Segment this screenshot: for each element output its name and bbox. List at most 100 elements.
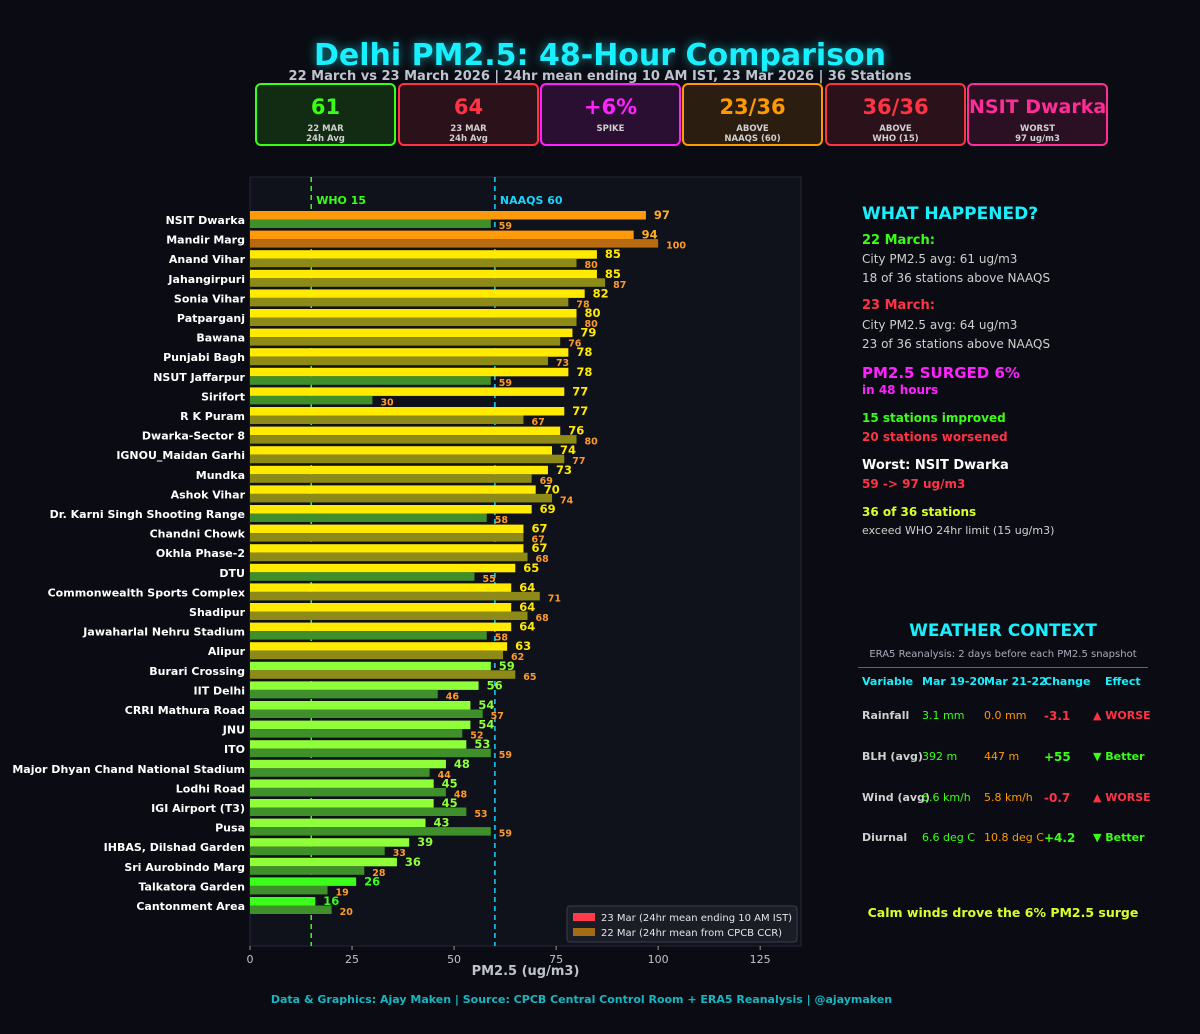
bar-23mar xyxy=(250,681,479,690)
value-label-22mar: 59 xyxy=(499,378,512,389)
station-label: Major Dhyan Chand National Stadium xyxy=(12,763,245,776)
value-label-22mar: 52 xyxy=(470,731,483,742)
station-label: NSIT Dwarka xyxy=(166,214,245,227)
bar-23mar xyxy=(250,426,561,436)
value-label-22mar: 67 xyxy=(531,535,544,546)
station-label: Lodhi Road xyxy=(176,782,245,795)
value-label-22mar: 53 xyxy=(474,809,487,820)
value-label-22mar: 80 xyxy=(585,437,599,448)
bar-22mar xyxy=(250,866,365,875)
bar-23mar xyxy=(250,583,512,592)
kpi-label: 23 MAR xyxy=(450,124,487,134)
value-label-22mar: 20 xyxy=(340,907,354,918)
bar-22mar xyxy=(250,533,524,542)
station-label: Talkatora Garden xyxy=(138,880,245,893)
value-label-23mar: 85 xyxy=(605,247,621,261)
bar-23mar xyxy=(250,857,397,867)
kpi-22mar-avg: 61 22 MAR 24h Avg xyxy=(255,83,396,146)
bar-22mar xyxy=(250,376,491,385)
value-label-22mar: 44 xyxy=(438,770,452,781)
station-label: IIT Delhi xyxy=(194,684,245,697)
value-label-23mar: 63 xyxy=(515,639,531,653)
station-label: Mundka xyxy=(196,469,245,482)
value-label-22mar: 69 xyxy=(540,476,553,487)
kpi-value: 23/36 xyxy=(719,95,786,119)
weather-effect: ▲ WORSE xyxy=(1093,709,1151,722)
bar-22mar xyxy=(250,729,463,738)
weather-change: -3.1 xyxy=(1044,709,1071,723)
weather-variable: BLH (avg) xyxy=(862,750,923,763)
bar-22mar xyxy=(250,885,328,895)
value-label-23mar: 54 xyxy=(478,718,494,732)
station-label: Punjabi Bagh xyxy=(163,351,245,364)
exceed-count: 36 of 36 stations xyxy=(862,505,977,519)
kpi-above-who: 36/36 ABOVE WHO (15) xyxy=(825,83,966,146)
weather-before: 3.1 mm xyxy=(922,709,965,722)
bar-22mar xyxy=(250,611,528,620)
bar-23mar xyxy=(250,387,565,396)
weather-after: 447 m xyxy=(984,750,1020,763)
day1-label: 22 March: xyxy=(862,233,935,248)
footer-credits: Data & Graphics: Ajay Maken | Source: CP… xyxy=(270,993,893,1006)
value-label-23mar: 69 xyxy=(540,502,556,516)
station-label: JNU xyxy=(222,724,245,737)
value-label-22mar: 19 xyxy=(336,887,349,898)
value-label-23mar: 70 xyxy=(544,482,560,496)
weather-conclusion: Calm winds drove the 6% PM2.5 surge xyxy=(867,905,1139,920)
bar-23mar xyxy=(250,328,573,338)
bar-22mar xyxy=(250,572,475,581)
bar-23mar xyxy=(250,799,434,808)
value-label-23mar: 78 xyxy=(576,345,592,359)
weather-divider xyxy=(858,667,1148,668)
bar-23mar xyxy=(250,603,512,612)
station-label: Dr. Karni Singh Shooting Range xyxy=(50,508,245,521)
bar-22mar xyxy=(250,415,524,424)
bar-23mar xyxy=(250,701,471,710)
kpi-sublabel: NAAQS (60) xyxy=(724,134,781,144)
bar-23mar xyxy=(250,622,512,632)
bar-23mar xyxy=(250,642,508,651)
bar-23mar xyxy=(250,230,634,240)
station-label: IGNOU_Maidan Garhi xyxy=(116,449,245,462)
station-label: Jawaharlal Nehru Stadium xyxy=(82,626,245,639)
bar-23mar xyxy=(250,485,536,494)
bar-23mar xyxy=(250,524,524,534)
value-label-23mar: 82 xyxy=(593,286,609,300)
value-label-22mar: 71 xyxy=(548,593,561,604)
legend xyxy=(566,905,798,943)
bar-23mar xyxy=(250,269,597,279)
kpi-spike: +6% SPIKE xyxy=(540,83,681,146)
weather-change: -0.7 xyxy=(1044,791,1071,805)
value-label-23mar: 67 xyxy=(531,541,547,555)
day2-above: 23 of 36 stations above NAAQS xyxy=(862,337,1051,351)
worsened-count: 20 stations worsened xyxy=(862,430,1008,444)
weather-subtitle: ERA5 Reanalysis: 2 days before each PM2.… xyxy=(869,649,1137,660)
station-label: Pusa xyxy=(215,822,245,835)
weather-effect: ▼ Better xyxy=(1093,750,1145,763)
station-label: CRRI Mathura Road xyxy=(125,704,245,717)
value-label-22mar: 59 xyxy=(499,750,512,761)
bar-22mar xyxy=(250,356,548,366)
value-label-23mar: 54 xyxy=(478,698,494,712)
bar-22mar xyxy=(250,337,561,346)
value-label-23mar: 43 xyxy=(434,816,450,830)
value-label-22mar: 65 xyxy=(523,672,536,683)
station-label: DTU xyxy=(219,567,245,580)
value-label-23mar: 74 xyxy=(560,443,576,457)
value-label-23mar: 53 xyxy=(474,737,490,751)
bar-22mar xyxy=(250,689,438,699)
value-label-22mar: 59 xyxy=(499,221,512,232)
bar-23mar xyxy=(250,407,565,416)
day2-label: 23 March: xyxy=(862,298,935,313)
kpi-worst: NSIT Dwarka WORST 97 ug/m3 xyxy=(967,83,1108,146)
x-tick-label: 125 xyxy=(750,953,771,966)
kpi-label: 22 MAR xyxy=(307,124,344,134)
weather-header-after: Mar 21-22 xyxy=(984,675,1047,688)
bar-23mar xyxy=(250,661,491,671)
value-label-22mar: 68 xyxy=(536,613,550,624)
value-label-23mar: 56 xyxy=(487,678,503,692)
value-label-22mar: 77 xyxy=(572,456,585,467)
improved-count: 15 stations improved xyxy=(862,411,1006,425)
value-label-23mar: 45 xyxy=(442,796,458,810)
station-label: IHBAS, Dilshad Garden xyxy=(104,841,245,854)
